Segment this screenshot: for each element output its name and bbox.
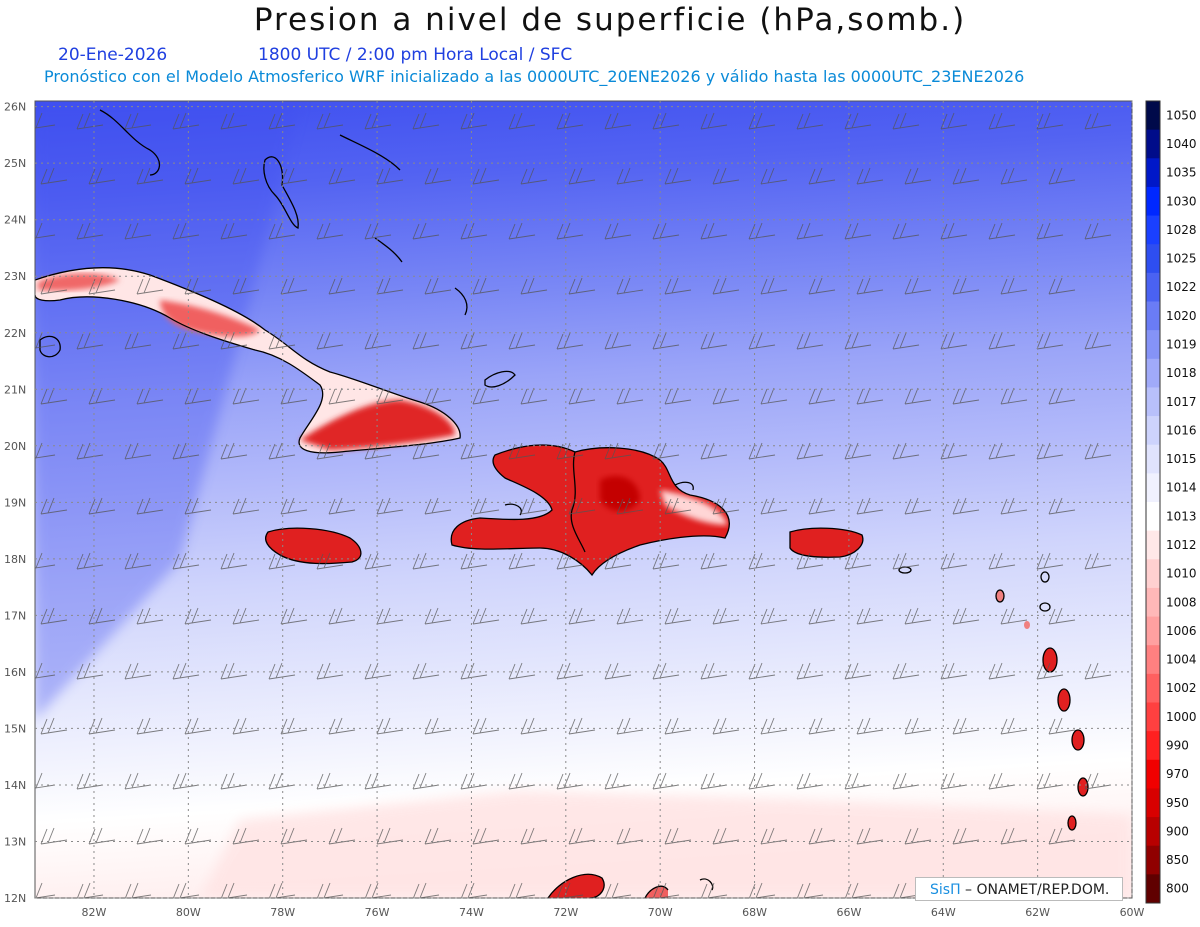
credit-text: – ONAMET/REP.DOM.: [960, 882, 1110, 898]
colorbar-swatch: [1146, 416, 1160, 446]
model-info: Pronóstico con el Modelo Atmosferico WRF…: [44, 67, 1025, 86]
colorbar-swatch: [1146, 215, 1160, 245]
lon-label: 70W: [648, 906, 673, 919]
colorbar-swatch: [1146, 186, 1160, 217]
land-pressure-shading: [35, 267, 1088, 898]
colorbar-label: 850: [1166, 853, 1189, 867]
colorbar-swatch: [1146, 272, 1160, 302]
colorbar-label: 1050: [1166, 108, 1197, 122]
lat-label: 22N: [4, 327, 26, 340]
colorbar-label: 1022: [1166, 280, 1197, 294]
coastlines: [35, 109, 1089, 898]
colorbar-swatch: [1146, 702, 1160, 732]
colorbar-swatch: [1146, 645, 1160, 675]
lon-label: 62W: [1025, 906, 1050, 919]
lon-label: 72W: [553, 906, 578, 919]
colorbar-swatch: [1146, 616, 1160, 646]
colorbar-swatch: [1146, 673, 1160, 703]
colorbar-label: 1000: [1166, 710, 1197, 724]
colorbar-swatch: [1146, 330, 1160, 360]
lat-label: 15N: [4, 722, 26, 735]
lat-label: 24N: [4, 214, 26, 227]
colorbar-label: 1013: [1166, 509, 1197, 523]
lat-label: 13N: [4, 835, 26, 848]
lat-label: 18N: [4, 553, 26, 566]
colorbar-swatch: [1146, 358, 1160, 388]
colorbar-label: 1006: [1166, 624, 1197, 638]
lat-label: 26N: [4, 101, 26, 114]
colorbar-swatch: [1146, 587, 1160, 618]
colorbar-label: 1040: [1166, 137, 1197, 151]
graticule: [35, 101, 1133, 899]
lat-label: 14N: [4, 779, 26, 792]
lat-label: 21N: [4, 383, 26, 396]
colorbar-swatch: [1146, 559, 1160, 589]
colorbar-swatch: [1146, 101, 1160, 131]
colorbar-label: 1030: [1166, 194, 1197, 208]
colorbar-label: 1025: [1166, 252, 1197, 266]
colorbar-label: 1010: [1166, 567, 1197, 581]
colorbar-label: 970: [1166, 767, 1189, 781]
wind-barbs: [35, 112, 1112, 898]
lon-label: 68W: [742, 906, 767, 919]
latitude-labels: 26N 25N 24N 23N 22N 21N 20N 19N 18N 17N 16N 15N 14N 1…: [4, 101, 26, 905]
forecast-date: 20-Ene-2026: [58, 45, 168, 65]
colorbar-label: 990: [1166, 738, 1189, 752]
colorbar-label: 1002: [1166, 681, 1197, 695]
colorbar-label: 1035: [1166, 166, 1197, 180]
lat-label: 19N: [4, 496, 26, 509]
colorbar: 1050 1040 1035 1030 1028 1025 1022 1020 1019 1018…: [1145, 100, 1197, 904]
colorbar-swatch: [1146, 158, 1160, 188]
colorbar-swatch: [1146, 731, 1160, 761]
lon-label: 76W: [365, 906, 390, 919]
colorbar-swatch: [1146, 530, 1160, 560]
lon-label: 80W: [176, 906, 201, 919]
colorbar-swatch: [1146, 502, 1160, 532]
colorbar-swatch: [1146, 444, 1160, 474]
lon-label: 60W: [1120, 906, 1145, 919]
colorbar-label: 1018: [1166, 366, 1197, 380]
colorbar-swatch: [1146, 788, 1160, 818]
lon-label: 82W: [82, 906, 107, 919]
colorbar-label: 1028: [1166, 223, 1197, 237]
credit-label: SisΠ – ONAMET/REP.DOM.: [915, 877, 1123, 901]
lon-label: 74W: [459, 906, 484, 919]
colorbar-swatch: [1146, 845, 1160, 875]
colorbar-label: 1016: [1166, 423, 1197, 437]
colorbar-swatch: [1146, 874, 1160, 904]
colorbar-swatch: [1146, 473, 1160, 503]
lat-label: 17N: [4, 609, 26, 622]
lat-label: 16N: [4, 666, 26, 679]
colorbar-label: 1014: [1166, 481, 1197, 495]
colorbar-swatch: [1146, 244, 1160, 274]
colorbar-label: 1012: [1166, 538, 1197, 552]
lat-label: 25N: [4, 157, 26, 170]
map-frame: [34, 100, 1133, 899]
lon-label: 66W: [836, 906, 861, 919]
lon-label: 78W: [270, 906, 295, 919]
colorbar-swatch: [1146, 817, 1160, 847]
colorbar-swatch: [1146, 387, 1160, 417]
longitude-labels: 82W 80W 78W 76W 74W 72W 70W 68W 66W 64W 62W 60W: [82, 906, 1145, 919]
colorbar-swatch: [1146, 759, 1160, 789]
map-title: Presion a nivel de superficie (hPa,somb.…: [253, 2, 967, 38]
lat-label: 12N: [4, 892, 26, 905]
colorbar-swatch: [1146, 129, 1160, 159]
colorbar-label: 950: [1166, 796, 1189, 810]
colorbar-label: 900: [1166, 824, 1189, 838]
lat-label: 20N: [4, 440, 26, 453]
colorbar-label: 1004: [1166, 653, 1197, 667]
colorbar-label: 800: [1166, 882, 1189, 896]
colorbar-label: 1020: [1166, 309, 1197, 323]
colorbar-label: 1017: [1166, 395, 1197, 409]
colorbar-label: 1019: [1166, 337, 1197, 351]
colorbar-label: 1008: [1166, 595, 1197, 609]
lat-label: 23N: [4, 270, 26, 283]
colorbar-label: 1015: [1166, 452, 1197, 466]
lon-label: 64W: [931, 906, 956, 919]
forecast-time: 1800 UTC / 2:00 pm Hora Local / SFC: [258, 45, 573, 65]
colorbar-swatch: [1146, 301, 1160, 331]
sispi-logo: SisΠ: [930, 882, 961, 898]
